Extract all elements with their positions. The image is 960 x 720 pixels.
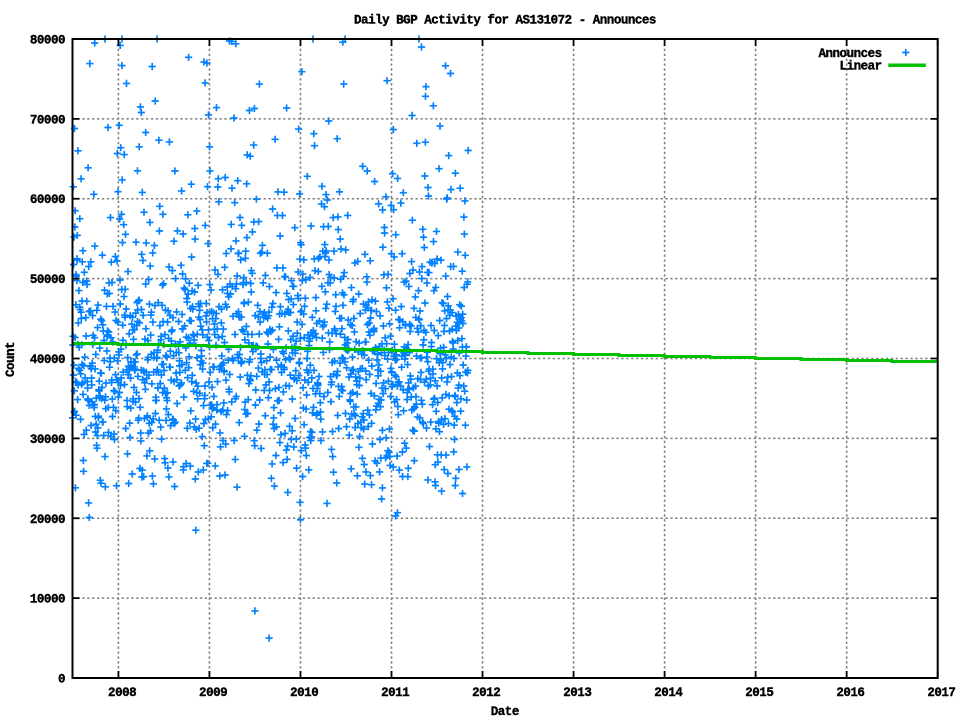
svg-text:60000: 60000 bbox=[30, 193, 65, 207]
svg-text:2010: 2010 bbox=[290, 686, 318, 700]
svg-text:40000: 40000 bbox=[30, 353, 65, 367]
svg-text:20000: 20000 bbox=[30, 513, 65, 527]
svg-text:Daily BGP Activity for AS13107: Daily BGP Activity for AS131072 - Announ… bbox=[354, 13, 656, 27]
svg-text:10000: 10000 bbox=[30, 593, 65, 607]
svg-text:2011: 2011 bbox=[381, 686, 409, 700]
svg-text:Date: Date bbox=[491, 705, 519, 719]
svg-text:2014: 2014 bbox=[654, 686, 683, 700]
svg-text:2015: 2015 bbox=[745, 686, 773, 700]
svg-text:2017: 2017 bbox=[927, 686, 955, 700]
svg-text:80000: 80000 bbox=[30, 34, 65, 48]
svg-text:50000: 50000 bbox=[30, 273, 65, 287]
svg-text:2013: 2013 bbox=[563, 686, 591, 700]
svg-text:30000: 30000 bbox=[30, 433, 65, 447]
svg-text:2012: 2012 bbox=[472, 686, 500, 700]
svg-text:2016: 2016 bbox=[836, 686, 864, 700]
svg-text:Count: Count bbox=[4, 342, 18, 377]
svg-text:Announces: Announces bbox=[818, 47, 881, 61]
svg-text:2009: 2009 bbox=[199, 686, 227, 700]
svg-text:2008: 2008 bbox=[108, 686, 136, 700]
svg-text:0: 0 bbox=[58, 673, 65, 687]
svg-text:Linear: Linear bbox=[840, 60, 882, 74]
svg-text:70000: 70000 bbox=[30, 113, 65, 127]
